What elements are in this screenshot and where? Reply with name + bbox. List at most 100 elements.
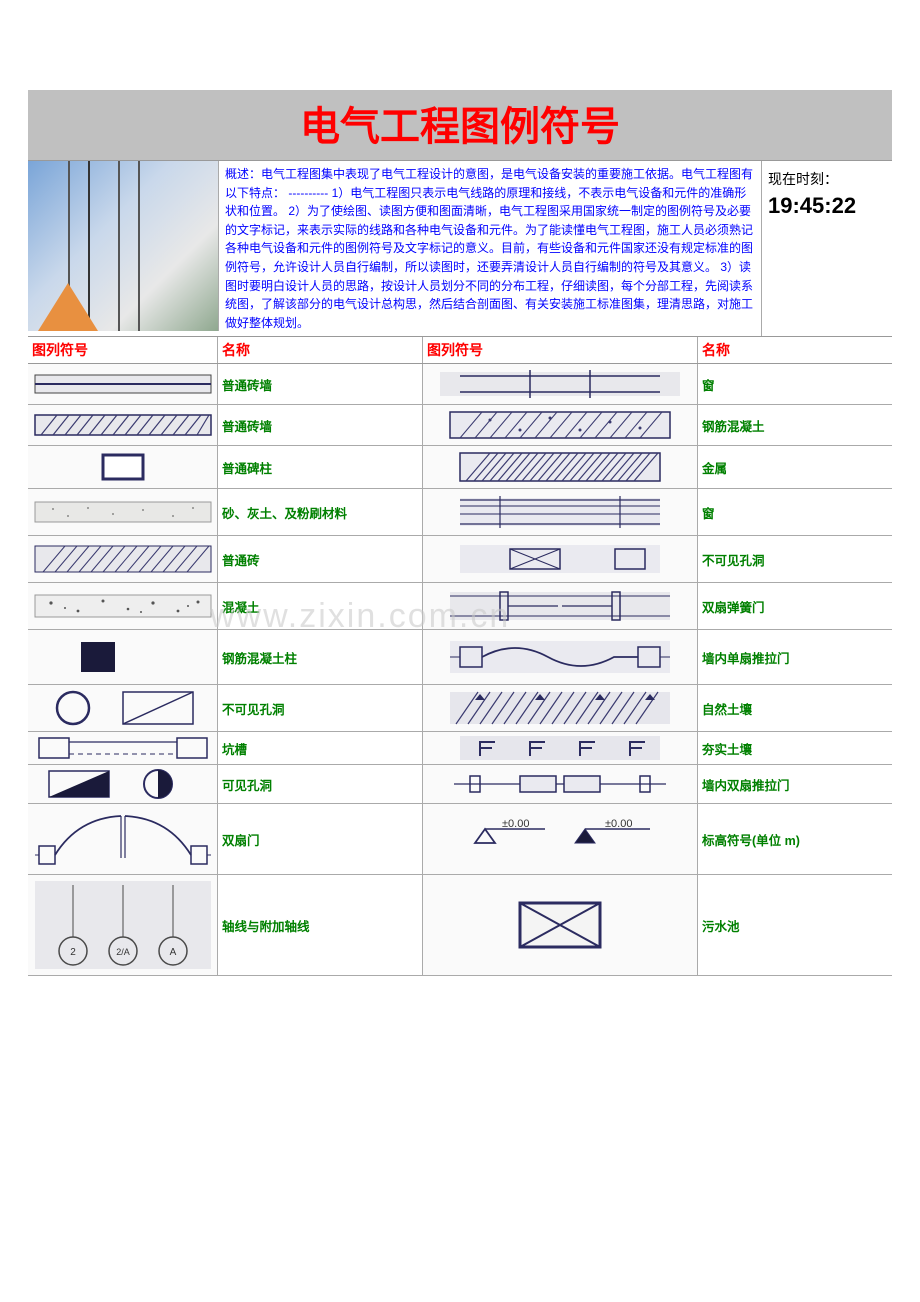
symbol-icon xyxy=(430,768,690,800)
table-row: 砂、灰土、及粉刷材料 窗 xyxy=(28,489,892,536)
name-cell: 钢筋混凝土 xyxy=(698,405,892,445)
symbol-natural-soil xyxy=(423,685,698,731)
symbol-icon: ±0.00 ±0.00 xyxy=(430,819,690,859)
name-cell: 轴线与附加轴线 xyxy=(218,875,423,975)
symbol-invisible-hole-l xyxy=(28,685,218,731)
table-row: 混凝土 双扇弹簧门 xyxy=(28,583,892,630)
col-symbol-2: 图列符号 xyxy=(423,337,698,363)
name-cell: 窗 xyxy=(698,489,892,535)
time-label: 现在时刻： xyxy=(768,169,886,189)
svg-text:A: A xyxy=(169,947,176,958)
symbol-pit xyxy=(28,732,218,764)
name-cell: 普通砖墙 xyxy=(218,405,423,445)
name-cell: 不可见孔洞 xyxy=(218,685,423,731)
symbol-icon xyxy=(33,449,213,485)
symbol-icon: 2 2/A A xyxy=(33,879,213,971)
name-cell: 普通砖墙 xyxy=(218,364,423,404)
symbol-sand-plaster xyxy=(28,489,218,535)
symbol-rc-concrete xyxy=(423,405,698,445)
symbol-icon xyxy=(33,369,213,399)
symbol-compacted-soil xyxy=(423,732,698,764)
name-cell: 普通碑柱 xyxy=(218,446,423,488)
name-cell: 可见孔洞 xyxy=(218,765,423,803)
name-cell: 墙内双扇推拉门 xyxy=(698,765,892,803)
symbol-icon xyxy=(430,492,690,532)
column-headers: 图列符号 名称 图列符号 名称 xyxy=(28,337,892,364)
symbol-window-1 xyxy=(423,364,698,404)
name-cell: 墙内单扇推拉门 xyxy=(698,630,892,684)
name-cell: 金属 xyxy=(698,446,892,488)
name-cell: 砂、灰土、及粉刷材料 xyxy=(218,489,423,535)
symbol-icon xyxy=(33,540,213,578)
symbol-icon xyxy=(430,688,690,728)
symbol-visible-hole xyxy=(28,765,218,803)
symbol-brick xyxy=(28,536,218,582)
symbol-icon xyxy=(33,688,213,728)
symbol-icon xyxy=(33,634,213,680)
symbol-invisible-hole-r xyxy=(423,536,698,582)
symbol-brick-wall-1 xyxy=(28,364,218,404)
symbol-double-door xyxy=(28,804,218,874)
symbol-icon xyxy=(430,539,690,579)
name-cell: 双扇弹簧门 xyxy=(698,583,892,629)
symbol-double-sliding-door xyxy=(423,765,698,803)
symbol-icon xyxy=(33,808,213,870)
svg-text:±0.00: ±0.00 xyxy=(605,819,632,830)
page-title: 电气工程图例符号 xyxy=(300,104,620,149)
page: 电气工程图例符号 概述：电气工程图集中表现了电气工程设计的意图，是电气设备安装的… xyxy=(0,0,920,1016)
symbol-icon xyxy=(430,885,690,965)
symbol-sewage-pool xyxy=(423,875,698,975)
symbol-brick-wall-2 xyxy=(28,405,218,445)
name-cell: 混凝土 xyxy=(218,583,423,629)
symbol-icon xyxy=(33,494,213,530)
name-cell: 普通砖 xyxy=(218,536,423,582)
symbol-rc-column xyxy=(28,630,218,684)
header-row: 概述：电气工程图集中表现了电气工程设计的意图，是电气设备安装的重要施工依据。电气… xyxy=(28,161,892,337)
symbol-icon xyxy=(33,767,213,801)
symbol-axis-lines: 2 2/A A xyxy=(28,875,218,975)
symbol-concrete xyxy=(28,583,218,629)
table-row: 坑槽 夯实土壤 xyxy=(28,732,892,765)
title-bar: 电气工程图例符号 xyxy=(28,90,892,161)
symbol-elevation: ±0.00 ±0.00 xyxy=(423,804,698,874)
symbol-icon xyxy=(33,734,213,762)
col-symbol-1: 图列符号 xyxy=(28,337,218,363)
symbol-brick-column xyxy=(28,446,218,488)
col-name-1: 名称 xyxy=(218,337,423,363)
table-row: 普通砖墙 钢筋混凝土 xyxy=(28,405,892,446)
symbol-icon xyxy=(430,449,690,485)
symbol-icon xyxy=(33,589,213,623)
table-row: 普通砖墙 窗 xyxy=(28,364,892,405)
symbol-icon xyxy=(33,410,213,440)
symbol-icon xyxy=(430,586,690,626)
symbol-double-spring-door xyxy=(423,583,698,629)
name-cell: 自然土壤 xyxy=(698,685,892,731)
table-row: 2 2/A A 轴线与附加轴线 污水池 xyxy=(28,875,892,976)
symbol-icon xyxy=(430,408,690,442)
svg-text:2: 2 xyxy=(70,947,76,958)
table-row: 普通碑柱 金属 xyxy=(28,446,892,489)
table-row: 可见孔洞 墙内双扇推拉门 xyxy=(28,765,892,804)
symbol-icon xyxy=(430,734,690,762)
col-name-2: 名称 xyxy=(698,337,892,363)
table-row: 不可见孔洞 自然土壤 xyxy=(28,685,892,732)
svg-text:2/A: 2/A xyxy=(116,947,130,957)
header-photo xyxy=(28,161,219,331)
time-block: 现在时刻： 19:45:22 xyxy=(762,161,892,336)
name-cell: 夯实土壤 xyxy=(698,732,892,764)
table-row: 普通砖 不可见孔洞 xyxy=(28,536,892,583)
symbol-icon xyxy=(430,368,690,400)
time-value: 19:45:22 xyxy=(768,193,886,219)
name-cell: 坑槽 xyxy=(218,732,423,764)
symbol-metal xyxy=(423,446,698,488)
name-cell: 双扇门 xyxy=(218,804,423,874)
symbol-single-sliding-door xyxy=(423,630,698,684)
symbol-window-2 xyxy=(423,489,698,535)
name-cell: 标高符号(单位 m) xyxy=(698,804,892,874)
name-cell: 窗 xyxy=(698,364,892,404)
svg-text:±0.00: ±0.00 xyxy=(502,819,529,830)
table-row: 钢筋混凝土柱 墙内单扇推拉门 xyxy=(28,630,892,685)
description-text: 概述：电气工程图集中表现了电气工程设计的意图，是电气设备安装的重要施工依据。电气… xyxy=(219,161,762,336)
symbol-icon xyxy=(430,633,690,681)
name-cell: 污水池 xyxy=(698,875,892,975)
